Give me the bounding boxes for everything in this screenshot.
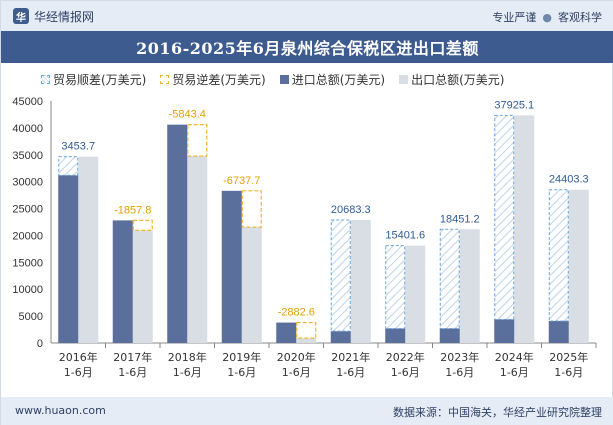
legend-import-label: 进口总额(万美元) [291, 73, 386, 87]
surplus-bar [330, 219, 351, 332]
top-bar: 华 华经情报网 专业严谨 ● 客观科学 [1, 1, 613, 31]
x-tick-label-period: 1-6月 [64, 366, 93, 379]
balance-data-label: -6737.7 [223, 175, 260, 187]
y-tick-label: 20000 [12, 230, 43, 242]
export-bar [132, 230, 153, 343]
x-tick-label-period: 1-6月 [282, 366, 311, 379]
export-bar [296, 338, 317, 343]
export-bar [350, 219, 371, 343]
legend-deficit-label: 贸易逆差(万美元) [172, 73, 266, 87]
x-tick-label-year: 2025年 [549, 350, 588, 364]
legend-surplus[interactable]: 贸易顺差(万美元) [41, 71, 146, 88]
x-tick-label-period: 1-6月 [391, 366, 420, 379]
import-bar [112, 220, 133, 343]
export-bar [78, 156, 99, 343]
x-tick-label-period: 1-6月 [118, 366, 147, 379]
y-tick-label: 35000 [12, 150, 43, 162]
legend-surplus-label: 贸易顺差(万美元) [53, 73, 147, 87]
surplus-bar [494, 114, 515, 320]
balance-data-label: -1857.8 [114, 204, 151, 216]
x-tick-label-year: 2023年 [440, 350, 479, 364]
slogan-tags: 专业严谨 ● 客观科学 [492, 9, 602, 25]
slogan-tag-2: 客观科学 [558, 11, 602, 24]
surplus-bar [548, 189, 569, 322]
title-bar: 2016-2025年6月泉州综合保税区进出口差额 [1, 31, 613, 63]
export-bar [568, 189, 589, 343]
balance-data-label: 24403.3 [549, 174, 589, 186]
balance-data-label: -5843.4 [169, 109, 206, 121]
x-tick-label-year: 2017年 [113, 350, 152, 364]
export-bar [514, 115, 535, 343]
x-tick-label-period: 1-6月 [173, 366, 202, 379]
import-bar [439, 328, 460, 343]
import-bar [167, 124, 188, 343]
logo-icon: 华 [13, 8, 29, 24]
export-bar [459, 229, 480, 343]
x-tick-label-year: 2021年 [331, 350, 370, 364]
surplus-bar [439, 228, 460, 329]
y-tick-label: 0 [37, 338, 43, 350]
x-tick-label-period: 1-6月 [554, 366, 583, 379]
deficit-bar [187, 124, 208, 157]
brand[interactable]: 华 华经情报网 [13, 7, 94, 25]
y-tick-label: 5000 [19, 311, 43, 323]
brand-name: 华经情报网 [34, 9, 95, 24]
legend-deficit[interactable]: 贸易逆差(万美元) [160, 71, 266, 88]
legend-export[interactable]: 出口总额(万美元) [399, 71, 505, 88]
legend-surplus-swatch [41, 75, 50, 84]
x-tick-label-period: 1-6月 [500, 366, 529, 379]
x-tick-label-year: 2024年 [495, 350, 534, 364]
legend-export-label: 出口总额(万美元) [411, 73, 505, 87]
deficit-bar [241, 190, 262, 228]
import-bar [385, 328, 406, 343]
footer: www.huaon.com 数据来源：中国海关，华经产业研究院整理 [1, 397, 613, 425]
balance-data-label: 3453.7 [61, 141, 95, 153]
y-tick-label: 15000 [12, 257, 43, 269]
x-tick-label-period: 1-6月 [445, 366, 474, 379]
chart-legend: 贸易顺差(万美元) 贸易逆差(万美元) 进口总额(万美元) 出口总额(万美元) [41, 71, 505, 88]
y-tick-label: 30000 [12, 177, 43, 189]
x-tick-label-year: 2022年 [386, 350, 425, 364]
x-tick-label-year: 2016年 [59, 350, 98, 364]
legend-deficit-swatch [160, 75, 170, 84]
bullet-icon: ● [542, 10, 552, 24]
deficit-bar [132, 219, 153, 231]
chart-title: 2016-2025年6月泉州综合保税区进出口差额 [136, 39, 479, 58]
y-tick-label: 40000 [12, 123, 43, 135]
balance-data-label: 15401.6 [385, 230, 425, 242]
slogan-tag-1: 专业严谨 [492, 11, 537, 24]
import-bar [58, 175, 79, 343]
footer-source: 数据来源：中国海关，华经产业研究院整理 [393, 406, 602, 419]
balance-data-label: 18451.2 [440, 213, 480, 225]
y-tick-label: 25000 [12, 204, 43, 216]
legend-export-swatch [399, 75, 409, 84]
balance-data-label: 20683.3 [331, 204, 371, 216]
x-tick-label-year: 2019年 [222, 350, 261, 364]
x-tick-label-year: 2018年 [168, 350, 207, 364]
import-bar [548, 320, 569, 343]
y-tick-label: 10000 [12, 284, 43, 296]
footer-url[interactable]: www.huaon.com [15, 404, 106, 417]
y-tick-label: 45000 [12, 96, 43, 108]
surplus-bar [385, 245, 406, 329]
export-bar [187, 156, 208, 343]
deficit-bar [296, 321, 317, 339]
legend-import-swatch [279, 75, 289, 84]
balance-data-label: 37925.1 [494, 99, 534, 111]
export-bar [241, 227, 262, 343]
balance-data-label: -2882.6 [278, 307, 315, 319]
x-tick-label-year: 2020年 [277, 350, 316, 364]
x-tick-label-period: 1-6月 [227, 366, 256, 379]
surplus-bar [58, 156, 79, 176]
x-tick-label-period: 1-6月 [336, 366, 365, 379]
import-bar [221, 190, 242, 343]
import-bar [276, 322, 297, 343]
import-bar [494, 319, 515, 343]
import-bar [330, 331, 351, 343]
legend-import[interactable]: 进口总额(万美元) [279, 71, 386, 88]
export-bar [405, 245, 426, 343]
